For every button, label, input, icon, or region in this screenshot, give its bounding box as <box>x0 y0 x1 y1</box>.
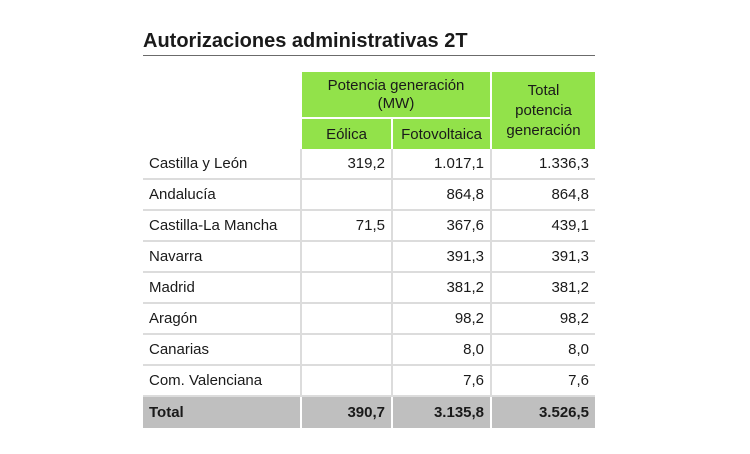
eolica-cell <box>300 365 392 397</box>
header-fotovoltaica: Fotovoltaica <box>390 117 492 149</box>
total-fotovoltaica-cell: 3.135,8 <box>390 396 492 428</box>
eolica-cell: 71,5 <box>300 210 392 242</box>
fotovoltaica-cell: 391,3 <box>390 241 492 273</box>
total-cell: 391,3 <box>490 241 596 273</box>
fotovoltaica-cell: 98,2 <box>390 303 492 335</box>
region-cell: Castilla y León <box>143 149 301 180</box>
eolica-cell <box>300 303 392 335</box>
total-label: Total <box>143 396 301 428</box>
total-total-cell: 3.526,5 <box>490 396 596 428</box>
table-row: Aragón 98,2 98,2 <box>143 303 596 335</box>
region-cell: Com. Valenciana <box>143 365 301 397</box>
total-eolica-cell: 390,7 <box>300 396 392 428</box>
table-row: Com. Valenciana 7,6 7,6 <box>143 365 596 397</box>
region-cell: Navarra <box>143 241 301 273</box>
total-cell: 98,2 <box>490 303 596 335</box>
region-cell: Castilla-La Mancha <box>143 210 301 242</box>
header-eolica: Eólica <box>300 117 392 149</box>
fotovoltaica-cell: 864,8 <box>390 179 492 211</box>
table-row: Castilla y León 319,2 1.017,1 1.336,3 <box>143 149 596 180</box>
table-row: Navarra 391,3 391,3 <box>143 241 596 273</box>
authorizations-table: Potencia generación (MW) Total potencia … <box>143 72 596 428</box>
fotovoltaica-cell: 8,0 <box>390 334 492 366</box>
table-row: Castilla-La Mancha 71,5 367,6 439,1 <box>143 210 596 242</box>
eolica-cell <box>300 179 392 211</box>
header-potencia-generacion: Potencia generación (MW) <box>299 72 492 118</box>
eolica-cell <box>300 334 392 366</box>
table-row: Madrid 381,2 381,2 <box>143 272 596 304</box>
total-row: Total 390,7 3.135,8 3.526,5 <box>143 396 596 428</box>
total-cell: 7,6 <box>490 365 596 397</box>
region-cell: Canarias <box>143 334 301 366</box>
total-cell: 381,2 <box>490 272 596 304</box>
total-cell: 864,8 <box>490 179 596 211</box>
header-total-potencia: Total potencia generación <box>490 72 596 149</box>
total-cell: 8,0 <box>490 334 596 366</box>
total-cell: 1.336,3 <box>490 149 596 180</box>
fotovoltaica-cell: 7,6 <box>390 365 492 397</box>
table-row: Andalucía 864,8 864,8 <box>143 179 596 211</box>
region-cell: Andalucía <box>143 179 301 211</box>
table-row: Canarias 8,0 8,0 <box>143 334 596 366</box>
header-corner <box>143 72 301 149</box>
region-cell: Aragón <box>143 303 301 335</box>
eolica-cell <box>300 272 392 304</box>
fotovoltaica-cell: 381,2 <box>390 272 492 304</box>
region-cell: Madrid <box>143 272 301 304</box>
fotovoltaica-cell: 367,6 <box>390 210 492 242</box>
total-cell: 439,1 <box>490 210 596 242</box>
eolica-cell <box>300 241 392 273</box>
page-title: Autorizaciones administrativas 2T <box>143 30 595 56</box>
fotovoltaica-cell: 1.017,1 <box>390 149 492 180</box>
report-container: Autorizaciones administrativas 2T Potenc… <box>143 30 596 428</box>
eolica-cell: 319,2 <box>300 149 392 180</box>
